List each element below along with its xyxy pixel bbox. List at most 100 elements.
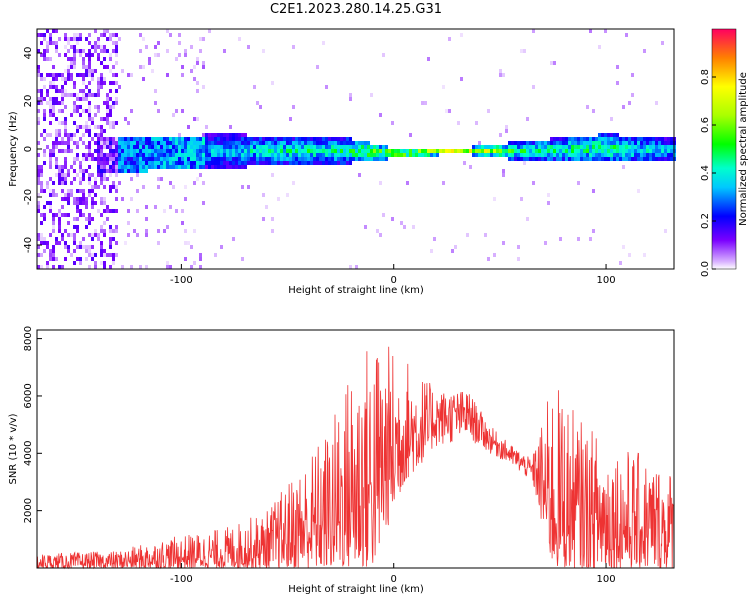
spectrogram-cell xyxy=(106,29,109,33)
spectrogram-cell xyxy=(670,157,673,161)
spectrogram-cell xyxy=(52,101,55,105)
spectrogram-cell xyxy=(172,113,175,117)
spectrogram-cell xyxy=(85,97,88,101)
spectrogram-cell xyxy=(625,33,628,37)
spectrogram-cell xyxy=(76,197,79,201)
spectrogram-cell xyxy=(268,153,271,157)
spectrogram-cell xyxy=(295,157,298,161)
spectrogram-cell xyxy=(181,109,184,113)
snr-x-label: Height of straight line (km) xyxy=(288,584,424,595)
spectrogram-cell xyxy=(40,189,43,193)
spectrogram-cell xyxy=(175,209,178,213)
spectrogram-cell xyxy=(82,133,85,137)
spectrogram-cell xyxy=(115,189,118,193)
spectrogram-cell xyxy=(376,145,379,149)
spectrogram-cell xyxy=(259,137,262,141)
spectrogram-cell xyxy=(97,145,100,149)
x-tick-label: 100 xyxy=(597,275,616,286)
spectrogram-cell xyxy=(520,197,523,201)
spectrogram-cell xyxy=(667,141,670,145)
spectrogram-cell xyxy=(454,245,457,249)
spectrogram-cell xyxy=(313,137,316,141)
spectrogram-cell xyxy=(70,37,73,41)
spectrogram-cell xyxy=(103,261,106,265)
spectrogram-cell xyxy=(40,233,43,237)
spectrogram-cell xyxy=(85,153,88,157)
spectrogram-cell xyxy=(571,149,574,153)
spectrogram-cell xyxy=(211,165,214,169)
spectrogram-cell xyxy=(487,145,490,149)
spectrogram-cell xyxy=(391,121,394,125)
spectrogram-cell xyxy=(64,77,67,81)
spectrogram-cell xyxy=(385,149,388,153)
spectrogram-cell xyxy=(304,145,307,149)
spectrogram-cell xyxy=(661,141,664,145)
spectrogram-cell xyxy=(238,157,241,161)
spectrogram-cell xyxy=(568,157,571,161)
spectrogram-cell xyxy=(643,149,646,153)
spectrogram-cell xyxy=(70,193,73,197)
spectrogram-cell xyxy=(142,137,145,141)
spectrogram-cell xyxy=(127,157,130,161)
spectrogram-cell xyxy=(376,157,379,161)
spectrogram-cell xyxy=(52,81,55,85)
x-tick-label: 100 xyxy=(597,574,616,585)
spectrogram-cell xyxy=(115,97,118,101)
spectrogram-cell xyxy=(76,129,79,133)
spectrogram-cell xyxy=(112,105,115,109)
spectrogram-cell xyxy=(67,149,70,153)
spectrogram-cell xyxy=(37,89,40,93)
spectrogram-cell xyxy=(64,245,67,249)
spectrogram-cell xyxy=(241,157,244,161)
spectrogram-cell xyxy=(562,137,565,141)
spectrogram-cell xyxy=(97,85,100,89)
spectrogram-cell xyxy=(499,69,502,73)
spectrogram-cell xyxy=(121,141,124,145)
spectrogram-cell xyxy=(670,141,673,145)
spectrogram-cell xyxy=(577,153,580,157)
spectrogram-cell xyxy=(85,197,88,201)
spectrogram-cell xyxy=(223,157,226,161)
spectrogram-cell xyxy=(415,149,418,153)
spectrogram-cell xyxy=(112,145,115,149)
spectrogram-cell xyxy=(322,161,325,165)
spectrogram-cell xyxy=(553,153,556,157)
spectrogram-cell xyxy=(58,221,61,225)
spectrogram-cell xyxy=(79,105,82,109)
spectrogram-cell xyxy=(73,261,76,265)
spectrogram-cell xyxy=(46,41,49,45)
spectrogram-cell xyxy=(544,149,547,153)
spectrogram-cell xyxy=(49,205,52,209)
spectrogram-cell xyxy=(631,157,634,161)
spectrogram-cell xyxy=(37,73,40,77)
spectrogram-cell xyxy=(103,197,106,201)
spectrogram-cell xyxy=(145,233,148,237)
spectrogram-cell xyxy=(142,165,145,169)
spectrogram-cell xyxy=(349,145,352,149)
spectrogram-cell xyxy=(70,73,73,77)
spectrogram-cell xyxy=(316,161,319,165)
spectrogram-cell xyxy=(643,145,646,149)
spectrogram-cell xyxy=(244,153,247,157)
spectrogram-cell xyxy=(151,157,154,161)
spectrogram-cell xyxy=(169,157,172,161)
spectrogram-cell xyxy=(82,97,85,101)
spectrogram-cell xyxy=(190,165,193,169)
spectrogram-cell xyxy=(142,65,145,69)
spectrogram-cell xyxy=(292,181,295,185)
spectrogram-cell xyxy=(208,149,211,153)
spectrogram-cell xyxy=(43,97,46,101)
spectrogram-cell xyxy=(94,141,97,145)
spectrogram-cell xyxy=(109,105,112,109)
y-tick-label: 40 xyxy=(23,47,34,60)
spectrogram-cell xyxy=(184,257,187,261)
spectrogram-cell xyxy=(643,153,646,157)
spectrogram-cell xyxy=(130,149,133,153)
spectrogram-cell xyxy=(322,149,325,153)
spectrogram-cell xyxy=(205,133,208,137)
spectrogram-cell xyxy=(139,153,142,157)
spectrogram-cell xyxy=(55,241,58,245)
spectrogram-cell xyxy=(100,45,103,49)
spectrogram-cell xyxy=(418,153,421,157)
spectrogram-cell xyxy=(559,145,562,149)
